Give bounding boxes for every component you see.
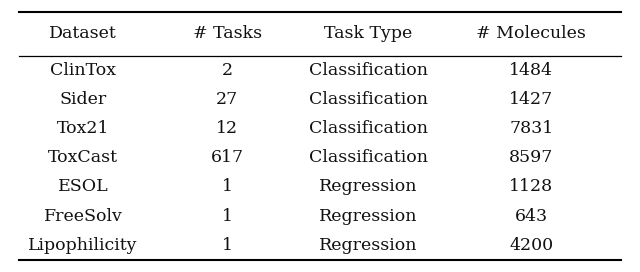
Text: Classification: Classification [308,149,428,166]
Text: Dataset: Dataset [49,26,117,42]
Text: Regression: Regression [319,208,417,225]
Text: 617: 617 [211,149,244,166]
Text: 1: 1 [221,178,233,195]
Text: # Tasks: # Tasks [193,26,262,42]
Text: 1: 1 [221,237,233,254]
Text: Classification: Classification [308,62,428,79]
Text: FreeSolv: FreeSolv [44,208,123,225]
Text: 1427: 1427 [509,91,554,108]
Text: # Molecules: # Molecules [476,26,586,42]
Text: Sider: Sider [60,91,107,108]
Text: Regression: Regression [319,237,417,254]
Text: 27: 27 [216,91,238,108]
Text: 1484: 1484 [509,62,553,79]
Text: 7831: 7831 [509,120,554,137]
Text: Classification: Classification [308,91,428,108]
Text: Tox21: Tox21 [57,120,109,137]
Text: Task Type: Task Type [324,26,412,42]
Text: Lipophilicity: Lipophilicity [28,237,138,254]
Text: 8597: 8597 [509,149,554,166]
Text: ESOL: ESOL [58,178,109,195]
Text: 12: 12 [216,120,238,137]
Text: ToxCast: ToxCast [48,149,118,166]
Text: ClinTox: ClinTox [50,62,116,79]
Text: Classification: Classification [308,120,428,137]
Text: 4200: 4200 [509,237,553,254]
Text: 2: 2 [221,62,233,79]
Text: 643: 643 [515,208,548,225]
Text: 1128: 1128 [509,178,553,195]
Text: 1: 1 [221,208,233,225]
Text: Regression: Regression [319,178,417,195]
